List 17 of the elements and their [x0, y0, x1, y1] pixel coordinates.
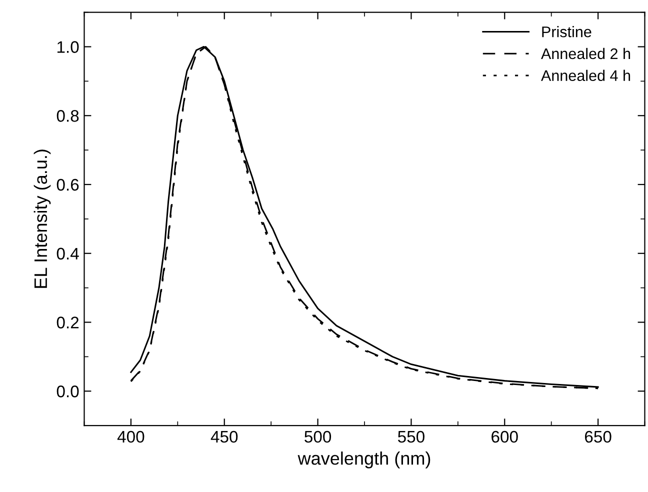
y-tick-label: 0.4: [56, 248, 79, 260]
x-tick-label: 600: [492, 430, 518, 443]
y-tick-label: 0.2: [56, 316, 79, 328]
y-tick-label: 0.8: [56, 110, 79, 122]
x-tick-label: 450: [210, 430, 238, 443]
y-tick-label: 1.0: [57, 41, 79, 53]
x-tick-label: 500: [304, 430, 332, 443]
x-tick-label: 550: [398, 430, 424, 443]
y-axis-title: EL Intensity (a.u.): [34, 150, 51, 288]
legend-label: Annealed 2 h: [541, 48, 630, 60]
legend-label: Pristine: [542, 26, 592, 38]
y-tick-label: 0.0: [56, 386, 79, 398]
legend-label: Annealed 4 h: [541, 70, 630, 82]
x-tick-label: 650: [584, 430, 612, 443]
y-tick-label: 0.6: [56, 178, 79, 191]
x-axis-title: wavelength (nm): [298, 452, 430, 468]
x-tick-label: 400: [117, 430, 144, 443]
